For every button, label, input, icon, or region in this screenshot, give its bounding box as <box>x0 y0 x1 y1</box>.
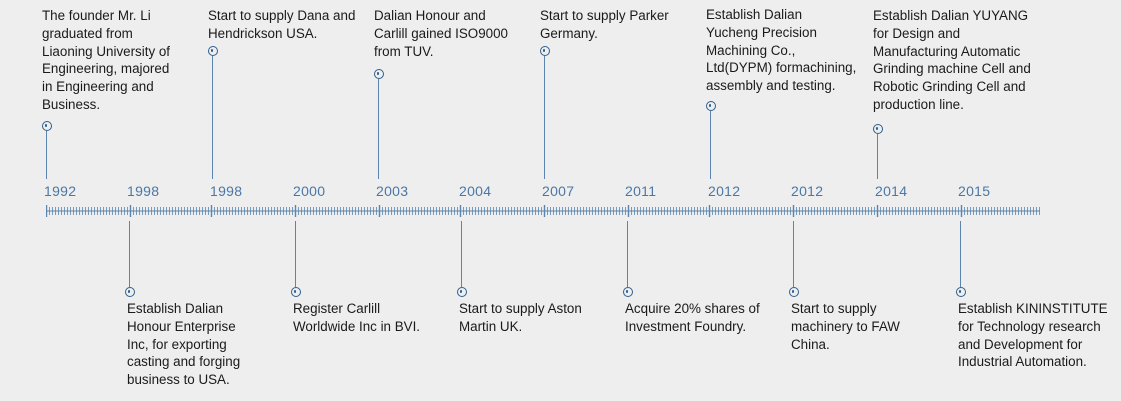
event-description-line: Hendrickson USA. <box>208 25 318 41</box>
event-description: Establish Dalian Honour Enterprise Inc, fo… <box>127 300 240 389</box>
circle-dot-icon <box>705 101 716 111</box>
event-description: Acquire 20% shares of Investment Foundry. <box>625 300 760 336</box>
circle-dot-icon <box>373 69 384 79</box>
event-description-line: Business. <box>42 96 101 112</box>
event-connector-line <box>627 221 628 287</box>
event-description-line: Robotic Grinding Cell and <box>873 79 1026 95</box>
event-description-line: Worldwide Inc in BVI. <box>293 318 421 334</box>
event-description-line: assembly and testing. <box>706 78 836 94</box>
event-description-line: China. <box>791 336 830 352</box>
circle-dot-icon <box>955 287 966 297</box>
circle-dot-icon <box>456 287 467 297</box>
event-description-line: in Engineering and <box>42 79 154 95</box>
event-connector-line <box>295 221 296 287</box>
event-description-line: production line. <box>873 96 964 112</box>
circle-dot-icon <box>207 46 218 56</box>
circle-dot-icon <box>124 287 135 297</box>
event-description-line: Start to supply Parker <box>540 8 669 23</box>
event-description: Start to supply Aston Martin UK. <box>459 300 582 336</box>
event-description-line: Yucheng Precision <box>706 24 817 40</box>
event-connector-line <box>960 221 961 287</box>
event-description: Register Carlill Worldwide Inc in BVI. <box>293 300 420 336</box>
event-description-line: Establish KININSTITUTE <box>958 301 1108 316</box>
year-label: 2015 <box>958 183 991 199</box>
event-description: Start to supply machinery to FAW China. <box>791 300 900 353</box>
event-connector-line <box>793 221 794 287</box>
year-label: 2012 <box>791 183 824 199</box>
circle-dot-icon <box>41 121 52 131</box>
event-description-line: Ltd(DYPM) formachining, <box>706 60 857 76</box>
event-description-line: from TUV. <box>374 43 434 59</box>
event-description-line: Germany. <box>540 25 598 41</box>
event-description-line: Acquire 20% shares of <box>625 301 760 316</box>
event-description: Start to supply Dana and Hendrickson USA. <box>208 7 355 43</box>
year-label: 1998 <box>210 183 243 199</box>
year-label: 2003 <box>376 183 409 199</box>
circle-dot-icon <box>788 287 799 297</box>
event-description-line: Dalian Honour and <box>374 8 486 23</box>
event-connector-line <box>544 56 545 179</box>
event-description: Establish Dalian Yucheng Precision Machini… <box>706 6 856 95</box>
event-description-line: Start to supply Dana and <box>208 8 356 23</box>
event-description-line: Liaoning University of <box>42 43 171 59</box>
event-description-line: The founder Mr. Li <box>42 8 151 23</box>
circle-dot-icon <box>290 287 301 297</box>
year-label: 2000 <box>293 183 326 199</box>
event-description-line: Carlill gained ISO9000 <box>374 25 508 41</box>
circle-dot-icon <box>539 46 550 56</box>
year-label: 2007 <box>542 183 575 199</box>
event-description-line: Industrial Automation. <box>958 354 1087 370</box>
event-description-line: Establish Dalian YUYANG <box>873 8 1029 23</box>
event-description-line: machinery to FAW <box>791 318 900 334</box>
event-description: The founder Mr. Li graduated from Liaoning… <box>42 7 170 114</box>
event-description: Establish KININSTITUTE for Technology res… <box>958 300 1108 371</box>
event-description-line: Register Carlill <box>293 301 381 316</box>
event-connector-line <box>877 134 878 179</box>
event-description-line: Establish Dalian <box>706 7 803 22</box>
event-description-line: for Technology research <box>958 318 1101 334</box>
event-description-line: Establish Dalian <box>127 301 224 316</box>
event-description-line: and Development for <box>958 336 1083 352</box>
year-label: 2014 <box>875 183 908 199</box>
circle-dot-icon <box>872 124 883 134</box>
circle-dot-icon <box>622 287 633 297</box>
event-description-line: graduated from <box>42 25 133 41</box>
event-description-line: Inc, for exporting <box>127 336 227 352</box>
event-connector-line <box>461 221 462 287</box>
event-description-line: Start to supply <box>791 301 877 316</box>
event-description: Dalian Honour and Carlill gained ISO9000 f… <box>374 7 508 60</box>
year-label: 2004 <box>459 183 492 199</box>
event-connector-line <box>46 131 47 179</box>
event-connector-line <box>212 56 213 179</box>
event-connector-line <box>710 111 711 179</box>
event-description-line: Engineering, majored <box>42 61 170 77</box>
year-label: 1992 <box>44 183 77 199</box>
event-description-line: casting and forging <box>127 354 241 370</box>
timeline-axis <box>46 205 1040 217</box>
event-description-line: business to USA. <box>127 372 230 388</box>
event-description-line: Martin UK. <box>459 318 523 334</box>
event-connector-line <box>378 79 379 179</box>
event-connector-line <box>129 221 130 287</box>
event-description-line: Honour Enterprise <box>127 318 236 334</box>
event-description-line: Manufacturing Automatic <box>873 43 1021 59</box>
event-description: Start to supply Parker Germany. <box>540 7 669 43</box>
event-description: Establish Dalian YUYANG for Design and Man… <box>873 7 1031 114</box>
event-description-line: Start to supply Aston <box>459 301 582 316</box>
year-label: 2012 <box>708 183 741 199</box>
year-label: 1998 <box>127 183 160 199</box>
event-description-line: Grinding machine Cell and <box>873 61 1031 77</box>
event-description-line: for Design and <box>873 25 961 41</box>
year-label: 2011 <box>625 183 657 199</box>
event-description-line: Machining Co., <box>706 42 796 58</box>
event-description-line: Investment Foundry. <box>625 318 747 334</box>
